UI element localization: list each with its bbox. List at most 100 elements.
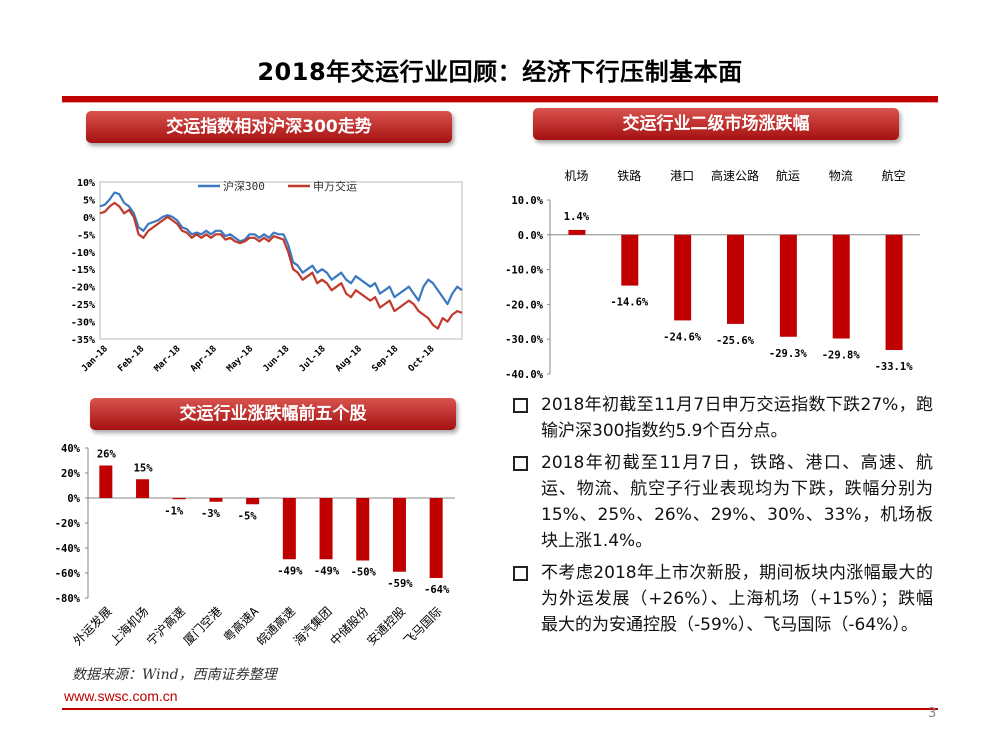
category-label: 物流	[829, 169, 853, 183]
data-source-note: 数据来源：Wind，西南证券整理	[72, 667, 277, 683]
category-label: 飞马国际	[401, 604, 445, 648]
y-tick-label: -10.0%	[505, 265, 544, 277]
data-label: 1.4%	[564, 211, 590, 223]
bar	[779, 234, 797, 337]
checkbox-square-icon	[513, 398, 528, 413]
x-tick-label: Jul-18	[298, 344, 328, 374]
y-tick-label: -30.0%	[505, 334, 544, 346]
bar	[832, 234, 850, 339]
y-tick-label: -20%	[71, 283, 95, 294]
x-tick-label: May-18	[225, 344, 255, 374]
data-label: 15%	[134, 462, 154, 474]
category-label: 安通控股	[364, 604, 409, 649]
line-chart: 10% 5% 0% -5% -10% -15% -20% -25% -30% -35%Jan-18…	[71, 178, 463, 374]
y-tick-label: -5%	[77, 230, 95, 241]
x-tick-label: Sep-18	[370, 344, 400, 374]
category-label: 机场	[564, 169, 588, 183]
bar	[356, 498, 370, 561]
x-tick-label: Oct-18	[407, 344, 437, 374]
x-tick-label: Jan-18	[80, 344, 110, 374]
footer-line	[62, 708, 938, 710]
x-tick-label: Mar-18	[153, 344, 183, 374]
x-tick-label: Apr-18	[189, 344, 219, 374]
y-tick-label: -35%	[71, 335, 95, 346]
bar	[246, 498, 260, 505]
x-tick-label: Aug-18	[334, 344, 364, 374]
y-tick-label: -20%	[55, 518, 81, 530]
x-tick-label: Jun-18	[262, 344, 292, 374]
title-underline-thin	[62, 102, 938, 103]
data-label: -29.8%	[822, 350, 861, 362]
category-label: 厦门空港	[180, 604, 225, 649]
y-tick-label: -25%	[71, 300, 95, 311]
category-label: 皖通高速	[253, 604, 298, 649]
y-tick-label: -40%	[55, 543, 81, 555]
category-label: 铁路	[617, 168, 641, 183]
y-tick-label: 0.0%	[518, 230, 544, 242]
legend-label: 申万交运	[313, 179, 357, 193]
bar	[209, 498, 223, 502]
data-label: -24.6%	[663, 331, 702, 343]
bullet-item: 2018年初截至11月7日申万交运指数下跌27%，跑输沪深300指数约5.9个百…	[513, 392, 933, 444]
data-label: 26%	[97, 449, 117, 461]
data-label: -14.6%	[610, 297, 649, 309]
page-title: 2018年交运行业回顾：经济下行压制基本面	[257, 58, 743, 86]
footer-url[interactable]: www.swsc.com.cn	[64, 688, 178, 704]
category-label: 外运发展	[70, 604, 115, 649]
section-header-sector-change: 交运行业二级市场涨跌幅	[533, 108, 899, 140]
bar	[568, 229, 586, 235]
data-label: -59%	[387, 578, 413, 590]
y-tick-label: -60%	[55, 568, 81, 580]
bullet-item: 不考虑2018年上市次新股，期间板块内涨幅最大的为外运发展（+26%）、上海机场…	[513, 560, 933, 638]
bullet-list: 2018年初截至11月7日申万交运指数下跌27%，跑输沪深300指数约5.9个百…	[513, 392, 933, 644]
bar	[429, 498, 443, 578]
y-tick-label: -40.0%	[505, 369, 544, 381]
bar	[319, 498, 333, 560]
bullet-item: 2018年初截至11月7日，铁路、港口、高速、航运、物流、航空子行业表现均为下跌…	[513, 450, 933, 554]
y-tick-label: -30%	[71, 318, 95, 329]
data-label: -64%	[424, 584, 450, 596]
series-line	[99, 201, 463, 330]
y-tick-label: 20%	[61, 468, 81, 480]
bar	[727, 234, 744, 324]
data-label: -33.1%	[875, 361, 914, 373]
data-label: -49%	[277, 565, 303, 577]
y-tick-label: 0%	[67, 493, 80, 505]
data-label: -3%	[201, 508, 221, 520]
y-tick-label: 5%	[83, 195, 95, 206]
title-underline	[62, 96, 938, 102]
category-label: 港口	[670, 169, 694, 183]
y-tick-label: -15%	[71, 265, 95, 276]
data-label: -5%	[238, 510, 258, 522]
y-tick-label: 10.0%	[511, 195, 543, 207]
checkbox-square-icon	[513, 456, 528, 471]
page-number: 3	[928, 706, 937, 721]
x-tick-label: Feb-18	[116, 344, 146, 374]
bar	[172, 498, 186, 500]
legend-label: 沪深300	[223, 179, 265, 193]
data-label: -1%	[164, 505, 184, 517]
category-label: 航运	[776, 168, 800, 183]
data-label: -29.3%	[769, 348, 808, 360]
y-tick-label: 10%	[77, 178, 95, 189]
category-label: 上海机场	[107, 604, 152, 649]
stock-bar-chart: 40% 20% 0% -20% -40% -60% -80% 26% 外运发展 15% 上海机场 -1…	[55, 443, 455, 649]
data-label: -49%	[314, 565, 340, 577]
bar	[392, 498, 406, 572]
bar	[136, 479, 150, 498]
sector-bar-chart: 10.0% 0.0% -10.0% -20.0% -30.0% -40.0% 机场 1.4% 铁…	[505, 168, 920, 381]
y-tick-label: 0%	[83, 213, 95, 224]
category-label: 高速公路	[711, 168, 759, 183]
checkbox-square-icon	[513, 566, 528, 581]
y-tick-label: 40%	[61, 443, 81, 455]
category-label: 航空	[882, 168, 906, 183]
plot-frame	[99, 181, 463, 340]
y-tick-label: -10%	[71, 248, 95, 259]
data-label: -50%	[351, 567, 377, 579]
section-header-top5: 交运行业涨跌幅前五个股	[90, 398, 456, 430]
bar	[674, 234, 692, 321]
series-line	[99, 191, 463, 306]
section-header-index-trend: 交运指数相对沪深300走势	[86, 111, 452, 143]
category-label: 中储股份	[327, 604, 372, 649]
category-label: 海汽集团	[290, 604, 335, 649]
